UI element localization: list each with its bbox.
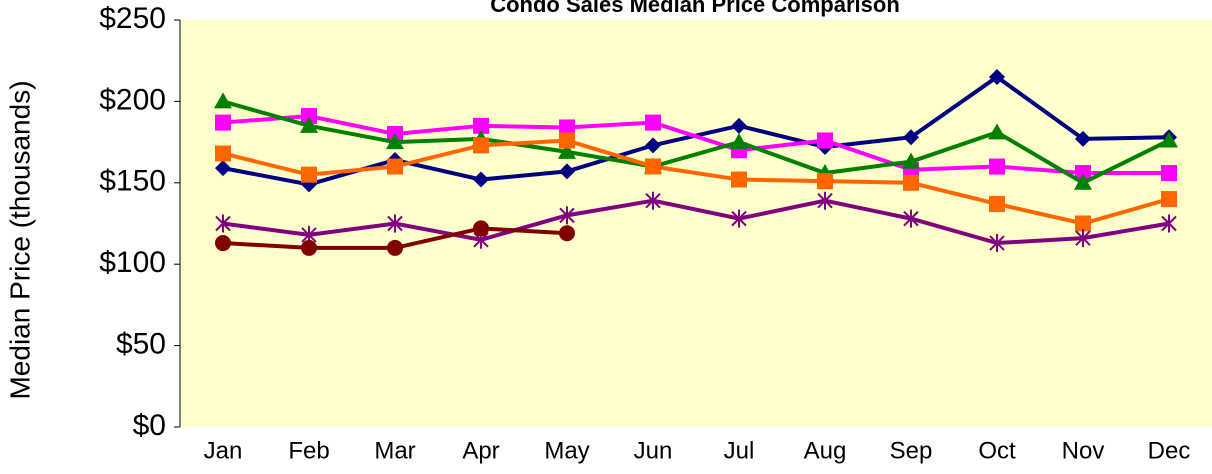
y-axis-label: Median Price (thousands)	[4, 80, 35, 399]
y-tick-label: $100	[99, 246, 166, 279]
marker	[1075, 215, 1091, 232]
x-tick-label: Feb	[288, 437, 329, 464]
marker	[559, 132, 575, 149]
x-tick-label: Aug	[804, 437, 847, 464]
marker	[903, 129, 919, 146]
marker	[1075, 229, 1091, 248]
marker	[645, 114, 661, 131]
plot-area	[180, 20, 1212, 427]
series-line	[222, 138, 1170, 226]
marker	[215, 114, 231, 131]
marker	[559, 225, 575, 242]
marker	[473, 220, 489, 237]
y-tick-label: $150	[99, 165, 166, 198]
marker	[559, 119, 575, 136]
marker	[731, 117, 747, 134]
chart-title: Condo Sales Median Price Comparison	[490, 0, 900, 17]
marker	[559, 206, 575, 225]
x-tick-label: Nov	[1062, 437, 1105, 464]
marker	[1160, 131, 1178, 148]
x-tick-label: Jan	[204, 437, 243, 464]
marker	[215, 160, 231, 177]
marker	[903, 209, 919, 228]
y-tick-label: $200	[99, 83, 166, 116]
marker	[989, 158, 1005, 175]
marker	[1161, 214, 1177, 233]
series-line	[222, 114, 1169, 176]
marker	[989, 195, 1005, 212]
marker	[988, 123, 1006, 140]
series-line	[222, 99, 1170, 186]
marker	[387, 239, 403, 256]
marker	[473, 171, 489, 188]
marker	[558, 142, 576, 159]
marker	[989, 68, 1005, 85]
x-tick-label: Sep	[890, 437, 933, 464]
x-tick-label: Oct	[978, 437, 1016, 464]
x-tick-label: Mar	[374, 437, 415, 464]
marker	[559, 163, 575, 180]
marker	[817, 191, 833, 210]
marker	[817, 132, 833, 149]
marker	[817, 173, 833, 190]
marker	[1075, 165, 1091, 182]
marker	[301, 166, 317, 183]
marker	[645, 137, 661, 154]
y-tick-label: $250	[99, 2, 166, 35]
marker	[903, 174, 919, 191]
marker	[300, 116, 318, 133]
marker	[1161, 191, 1177, 208]
x-tick-label: Dec	[1148, 437, 1191, 464]
marker	[301, 108, 317, 125]
marker	[214, 92, 232, 109]
marker	[386, 133, 404, 150]
y-tick-label: $50	[116, 328, 166, 361]
marker	[902, 152, 920, 169]
marker	[645, 158, 661, 175]
marker	[387, 214, 403, 233]
x-tick-label: Jun	[634, 437, 673, 464]
marker	[473, 137, 489, 154]
marker	[645, 191, 661, 210]
marker	[731, 171, 747, 188]
marker	[215, 145, 231, 162]
x-tick-label: Jul	[724, 437, 755, 464]
marker	[215, 235, 231, 252]
marker	[1075, 130, 1091, 147]
y-tick-label: $0	[133, 409, 166, 442]
marker	[989, 234, 1005, 253]
marker	[730, 133, 748, 150]
marker	[215, 214, 231, 233]
marker	[731, 209, 747, 228]
marker	[1074, 173, 1092, 190]
marker	[1161, 165, 1177, 182]
marker	[387, 158, 403, 175]
marker	[473, 117, 489, 134]
marker	[301, 239, 317, 256]
x-tick-label: May	[544, 437, 589, 464]
series-line	[222, 198, 1170, 246]
x-tick-label: Apr	[462, 437, 499, 464]
